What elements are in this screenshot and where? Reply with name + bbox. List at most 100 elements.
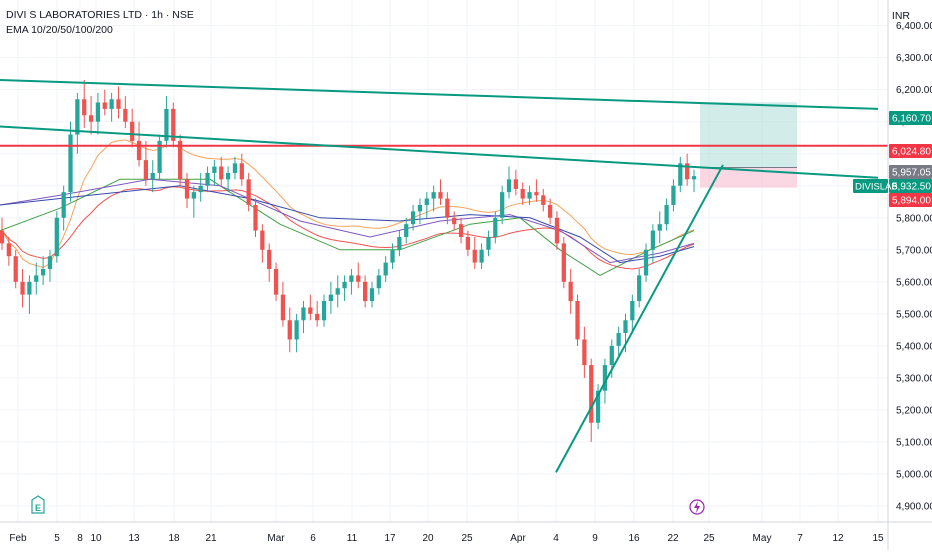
candle-body [301, 307, 306, 321]
candle-body [267, 249, 272, 270]
price-mark-label: 5,932.50 [892, 182, 931, 193]
candle-body [390, 249, 395, 263]
candle-body [184, 179, 190, 199]
candle-body [280, 294, 286, 321]
y-tick-label: 5,700.00 [896, 245, 932, 256]
y-tick-label: 5,400.00 [896, 341, 932, 352]
candle-body [47, 256, 53, 270]
candle-body [657, 224, 662, 231]
price-mark-bg [889, 111, 932, 125]
candle-body [308, 307, 313, 314]
ema-line [1, 139, 695, 268]
x-tick-label: 17 [384, 533, 396, 544]
price-mark-bg [889, 144, 932, 158]
ema-line [0, 178, 695, 276]
candle-body [205, 172, 210, 186]
candle-body [465, 236, 471, 250]
y-tick-label: 5,200.00 [896, 405, 932, 416]
candle-body [685, 163, 690, 180]
candle-body [445, 198, 450, 218]
earnings-icon [31, 495, 45, 514]
x-tick-label: 6 [310, 533, 316, 544]
candle-body [335, 288, 340, 295]
candle-body [602, 365, 608, 391]
candle-body [458, 224, 464, 237]
candle-body [6, 243, 11, 257]
candle-body [95, 102, 101, 122]
y-tick-label: 5,500.00 [896, 309, 932, 320]
candle-body [219, 166, 224, 180]
x-tick-label: 4 [553, 533, 559, 544]
x-tick-label: 13 [128, 533, 140, 544]
candle-body [609, 345, 614, 366]
ema-line [1, 186, 695, 270]
x-tick-label: 15 [872, 533, 884, 544]
candle-body [232, 163, 238, 173]
candle-body [61, 192, 66, 218]
x-tick-label: 12 [832, 533, 844, 544]
candle-body [54, 217, 59, 257]
trendline [0, 79, 879, 110]
candle-body [123, 108, 128, 122]
candle-body [568, 281, 573, 302]
x-tick-label: 5 [54, 533, 60, 544]
candle-body [479, 249, 484, 263]
price-mark-bg [889, 193, 932, 207]
candle-body [616, 333, 621, 346]
candle-body [171, 108, 176, 141]
candle-body [417, 204, 423, 212]
candle-body [582, 339, 587, 366]
candle-body [178, 140, 183, 180]
candle-body [664, 204, 669, 225]
indicator-legend: EMA 10/20/50/100/200 [6, 24, 113, 36]
candle-body [191, 192, 196, 199]
candle-body [0, 230, 5, 244]
lightning-bolt [694, 501, 700, 513]
price-mark-label: 5,957.05 [892, 168, 931, 179]
x-tick-label: 11 [347, 533, 358, 544]
trendline [0, 125, 879, 179]
chart-title: DIVI S LABORATORIES LTD · 1h · NSE [6, 9, 194, 21]
candle-body [287, 320, 292, 340]
candle-body [671, 185, 676, 205]
x-tick-label: 8 [77, 533, 83, 544]
candle-body [547, 204, 553, 218]
candle-body [253, 204, 258, 231]
candle-body [637, 275, 642, 302]
candle-body [404, 224, 409, 237]
candle-body [342, 281, 347, 289]
x-tick-label: 7 [797, 533, 803, 544]
candle-body [650, 230, 656, 250]
candle-body [376, 275, 381, 289]
candle-body [472, 249, 477, 263]
candle-body [349, 275, 354, 282]
candle-body [136, 140, 142, 161]
candle-body [493, 217, 498, 237]
y-tick-label: 5,000.00 [896, 469, 932, 480]
candle-body [630, 301, 635, 321]
event-icons: E [31, 495, 705, 515]
candle-body [554, 217, 560, 244]
candle-body [130, 121, 135, 141]
x-tick-label: 21 [205, 533, 217, 544]
ema-line [0, 185, 695, 264]
candle-body [150, 172, 155, 180]
candles [0, 80, 697, 442]
x-tick-label: 25 [461, 533, 473, 544]
y-tick-label: 6,300.00 [896, 53, 932, 64]
candle-body [486, 236, 491, 250]
candle-body [520, 188, 525, 199]
candle-body [198, 185, 203, 193]
candle-body [157, 140, 162, 173]
candle-body [13, 256, 18, 282]
candle-body [164, 108, 169, 141]
trendline [555, 164, 724, 473]
x-tick-label: 16 [628, 533, 640, 544]
candle-body [239, 163, 244, 180]
candle-body [575, 301, 580, 340]
x-tick-label: 18 [168, 533, 180, 544]
y-tick-label: 6,400.00 [896, 21, 932, 32]
price-mark-bg [889, 179, 932, 193]
